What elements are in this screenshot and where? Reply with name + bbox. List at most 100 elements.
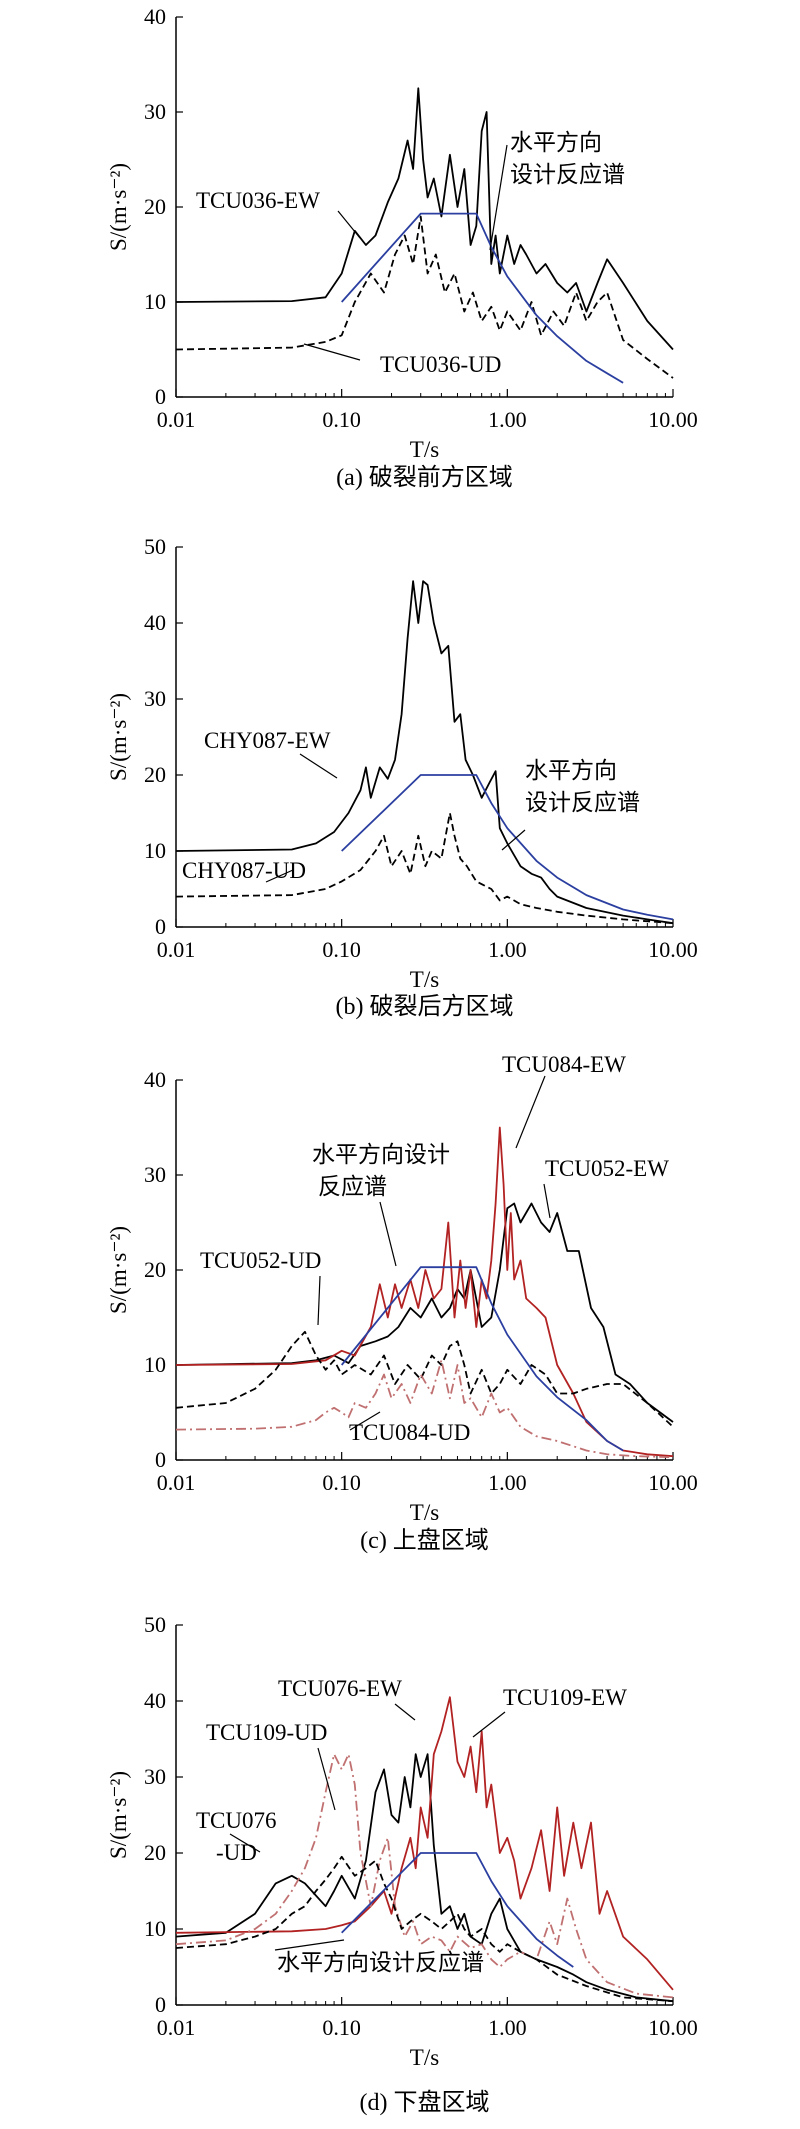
x-tick-label: 0.10 [322,937,361,962]
series-annotation: 设计反应谱 [510,162,625,187]
series-annotation: 水平方向设计反应谱 [277,1950,484,1975]
series-line [341,774,674,921]
series-annotation: 水平方向设计 [312,1142,450,1167]
y-tick-label: 10 [144,1352,166,1377]
series-annotation: CHY087-EW [204,728,331,753]
x-axis-label: T/s [410,437,439,462]
chart-panel-2: 0 10 20 30 40 50 0.01 0.10 1.00 10.00 T/s S/(m·s⁻²)… [106,534,698,1020]
y-axis-label: S/(m·s⁻²) [106,1771,131,1859]
x-tick-label: 0.01 [157,1470,196,1495]
series-annotation: CHY087-UD [182,858,306,883]
y-tick-label: 40 [144,1067,166,1092]
series-line [175,1753,674,2003]
y-tick-label: 30 [144,1764,166,1789]
y-tick-label: 10 [144,289,166,314]
y-tick-label: 0 [155,1447,166,1472]
annotation-leader [515,1075,546,1149]
y-tick-label: 40 [144,610,166,635]
series-line [175,1753,674,1999]
chart-panel-4: 0 10 20 30 40 50 0.01 0.10 1.00 10.00 T/s S/(m·s⁻²)… [106,1612,698,2116]
y-tick-label: 40 [144,1688,166,1713]
annotation-leader [543,1183,551,1219]
y-tick-label: 30 [144,686,166,711]
annotation-leader [379,1201,397,1267]
annotation-leader [303,343,361,361]
series-annotation: TCU076-EW [278,1676,402,1701]
chart-panel-3: 0 10 20 30 40 0.01 0.10 1.00 10.00 T/s S/(m·s⁻²) TC… [106,1052,698,1554]
annotation-leader [337,210,361,239]
x-tick-label: 0.10 [322,2015,361,2040]
series-line [340,1266,624,1452]
x-tick-label: 1.00 [488,2015,527,2040]
y-axis-label: S/(m·s⁻²) [106,1226,131,1314]
series-annotation: -UD [216,1840,257,1865]
x-axis-label: T/s [410,1500,439,1525]
chart-panel-1: 0 10 20 30 40 0.01 0.10 1.00 10.00 T/s S/(m·s⁻²) TC… [106,4,698,491]
series-annotation: TCU052-UD [200,1248,321,1273]
y-axis-label: S/(m·s⁻²) [106,693,131,781]
panel-caption: (d) 下盘区域 [360,2089,490,2116]
series-line [175,1126,674,1458]
annotation-leader [349,1411,381,1431]
series-line [175,1330,674,1428]
y-tick-label: 10 [144,1916,166,1941]
series-annotation: TCU084-EW [502,1052,626,1077]
annotation-leader [317,1747,336,1811]
x-tick-label: 10.00 [648,407,698,432]
y-tick-label: 30 [144,99,166,124]
x-tick-label: 0.01 [157,937,196,962]
x-tick-label: 1.00 [488,1470,527,1495]
panel-caption: (c) 上盘区域 [360,1527,489,1554]
series-annotation: TCU084-UD [349,1420,470,1445]
x-tick-label: 0.10 [322,407,361,432]
y-axis-label: S/(m·s⁻²) [106,163,131,251]
series-annotation: TCU036-UD [380,352,501,377]
annotation-leader [229,1833,261,1853]
x-tick-label: 10.00 [648,1470,698,1495]
series-annotation: 水平方向 [510,130,602,155]
x-tick-label: 0.10 [322,1470,361,1495]
series-line [175,812,674,925]
series-line [175,87,674,351]
annotation-leader [489,144,508,251]
annotation-leader [472,1711,506,1738]
panel-caption: (b) 破裂后方区域 [336,993,514,1020]
x-axis-label: T/s [410,2045,439,2070]
y-tick-label: 20 [144,1257,166,1282]
y-tick-label: 40 [144,4,166,29]
y-tick-label: 0 [155,384,166,409]
y-tick-label: 50 [144,1612,166,1637]
series-line [341,1852,574,1968]
y-tick-label: 0 [155,1992,166,2017]
x-tick-label: 0.01 [157,407,196,432]
series-annotation: 反应谱 [318,1174,387,1199]
y-tick-label: 30 [144,1162,166,1187]
y-tick-label: 20 [144,194,166,219]
y-tick-label: 20 [144,762,166,787]
x-tick-label: 1.00 [488,407,527,432]
series-annotation: TCU076 [196,1808,277,1833]
series-line [175,580,674,925]
series-line [175,1696,674,1991]
y-tick-label: 0 [155,914,166,939]
annotation-leader [274,1939,345,1951]
y-tick-label: 10 [144,838,166,863]
y-tick-label: 50 [144,534,166,559]
annotation-leader [317,1275,321,1326]
x-axis-label: T/s [410,967,439,992]
series-annotation: TCU052-EW [545,1156,669,1181]
series-annotation: 水平方向 [525,758,617,783]
annotation-leader [265,869,294,883]
panel-caption: (a) 破裂前方区域 [336,464,513,491]
x-tick-label: 1.00 [488,937,527,962]
series-annotation: TCU109-EW [503,1685,627,1710]
series-line [175,1202,674,1423]
series-annotation: 设计反应谱 [525,790,640,815]
series-annotation: TCU109-UD [206,1720,327,1745]
annotation-leader [501,829,526,851]
series-line [175,1359,674,1459]
series-line [175,1855,674,2003]
x-tick-label: 10.00 [648,937,698,962]
y-tick-label: 20 [144,1840,166,1865]
